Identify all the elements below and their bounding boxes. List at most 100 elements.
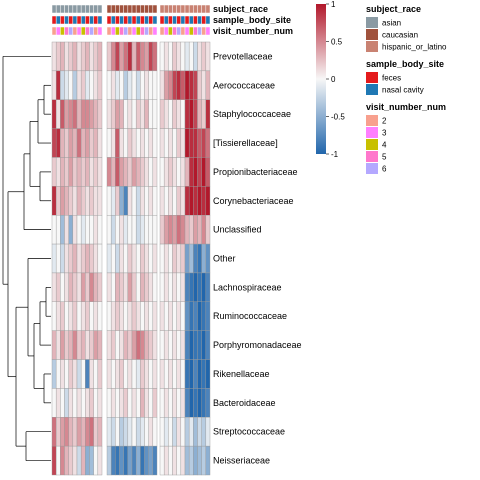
heatmap-cell — [76, 157, 82, 187]
heatmap-cell — [163, 99, 169, 129]
annotation-cell-sample_body_site — [110, 15, 116, 25]
heatmap-cell — [131, 330, 137, 360]
annotation-cell-subject_race — [127, 4, 133, 14]
row-label: Streptococcaceae — [213, 427, 285, 437]
annotation-cell-visit_number_num — [201, 26, 207, 36]
heatmap-cell — [115, 330, 120, 360]
annotation-cell-sample_body_site — [197, 15, 202, 25]
heatmap-cell — [127, 388, 133, 418]
heatmap-cell — [51, 417, 57, 447]
heatmap-cell — [89, 417, 94, 447]
annotation-cell-sample_body_site — [97, 15, 103, 25]
annotation-cell-sample_body_site — [201, 15, 207, 25]
heatmap-cell — [68, 301, 74, 331]
heatmap-cell — [80, 99, 86, 129]
annotation-cell-subject_race — [119, 4, 124, 14]
heatmap-cell — [80, 272, 86, 302]
heatmap-cell — [97, 243, 103, 274]
annotation-cell-visit_number_num — [144, 26, 149, 36]
heatmap-cell — [85, 388, 90, 418]
legend-label: 2 — [382, 117, 387, 126]
heatmap-cell — [163, 157, 169, 187]
heatmap-cell — [60, 301, 65, 331]
legend-title: subject_race — [366, 4, 421, 14]
heatmap-cell — [144, 99, 149, 129]
heatmap-cell — [115, 186, 120, 216]
heatmap-cell — [72, 445, 78, 476]
heatmap-cell — [131, 157, 137, 187]
heatmap-cell — [127, 128, 133, 158]
heatmap-cell — [97, 70, 103, 100]
heatmap-cell — [68, 388, 74, 418]
heatmap-cell — [152, 41, 158, 72]
heatmap-cell — [60, 99, 65, 129]
annotation-track-label: subject_race — [213, 4, 268, 14]
heatmap-cell — [184, 214, 190, 245]
heatmap-cell — [193, 330, 198, 360]
heatmap-cell — [205, 330, 211, 360]
heatmap-cell — [180, 330, 186, 360]
heatmap-cell — [172, 157, 177, 187]
heatmap-cell — [168, 417, 173, 447]
heatmap-cell — [106, 214, 112, 245]
annotation-cell-visit_number_num — [148, 26, 154, 36]
legend-swatch — [366, 115, 378, 126]
heatmap-cell — [140, 128, 145, 158]
annotation-cell-sample_body_site — [131, 15, 137, 25]
heatmap-cell — [184, 445, 190, 476]
heatmap-cell — [110, 301, 116, 331]
heatmap-cell — [60, 41, 65, 72]
heatmap-cell — [152, 272, 158, 302]
annotation-cell-visit_number_num — [93, 26, 99, 36]
heatmap-cell — [80, 41, 86, 72]
heatmap-cell — [127, 272, 133, 302]
heatmap-cell — [76, 128, 82, 158]
heatmap-cell — [163, 359, 169, 389]
heatmap-cell — [93, 157, 99, 187]
annotation-cell-subject_race — [193, 4, 198, 14]
heatmap-cell — [197, 243, 202, 274]
heatmap-cell — [144, 128, 149, 158]
heatmap-cell — [55, 128, 61, 158]
heatmap-cell — [106, 445, 112, 476]
heatmap-cell — [135, 445, 141, 476]
heatmap-cell — [163, 70, 169, 100]
heatmap-cell — [64, 301, 69, 331]
heatmap-cell — [159, 186, 165, 216]
annotation-cell-sample_body_site — [135, 15, 141, 25]
heatmap-cell — [85, 186, 90, 216]
heatmap-cell — [115, 70, 120, 100]
heatmap-cell — [64, 70, 69, 100]
heatmap-cell — [135, 243, 141, 274]
heatmap-cell — [110, 417, 116, 447]
heatmap-cell — [152, 417, 158, 447]
heatmap-cell — [168, 445, 173, 476]
heatmap-cell — [152, 445, 158, 476]
heatmap-cell — [135, 359, 141, 389]
heatmap-cell — [76, 330, 82, 360]
heatmap-cell — [131, 417, 137, 447]
annotation-cell-subject_race — [93, 4, 99, 14]
heatmap-cell — [148, 417, 154, 447]
heatmap-cell — [188, 445, 194, 476]
heatmap-cell — [85, 99, 90, 129]
annotation-cell-sample_body_site — [119, 15, 124, 25]
heatmap-cell — [180, 417, 186, 447]
heatmap-cell — [64, 330, 69, 360]
heatmap-cell — [197, 41, 202, 72]
heatmap-cell — [72, 272, 78, 302]
heatmap-cell — [188, 214, 194, 245]
heatmap-cell — [97, 301, 103, 331]
heatmap-cell — [68, 214, 74, 245]
row-label: Staphylococcaceae — [213, 109, 291, 119]
annotation-cell-subject_race — [152, 4, 158, 14]
heatmap-cell — [135, 301, 141, 331]
annotation-cell-subject_race — [115, 4, 120, 14]
heatmap-cell — [51, 128, 57, 158]
annotation-cell-subject_race — [68, 4, 74, 14]
heatmap-cell — [131, 388, 137, 418]
heatmap-cell — [140, 330, 145, 360]
heatmap-cell — [184, 186, 190, 216]
heatmap-cell — [123, 359, 129, 389]
heatmap-cell — [55, 388, 61, 418]
